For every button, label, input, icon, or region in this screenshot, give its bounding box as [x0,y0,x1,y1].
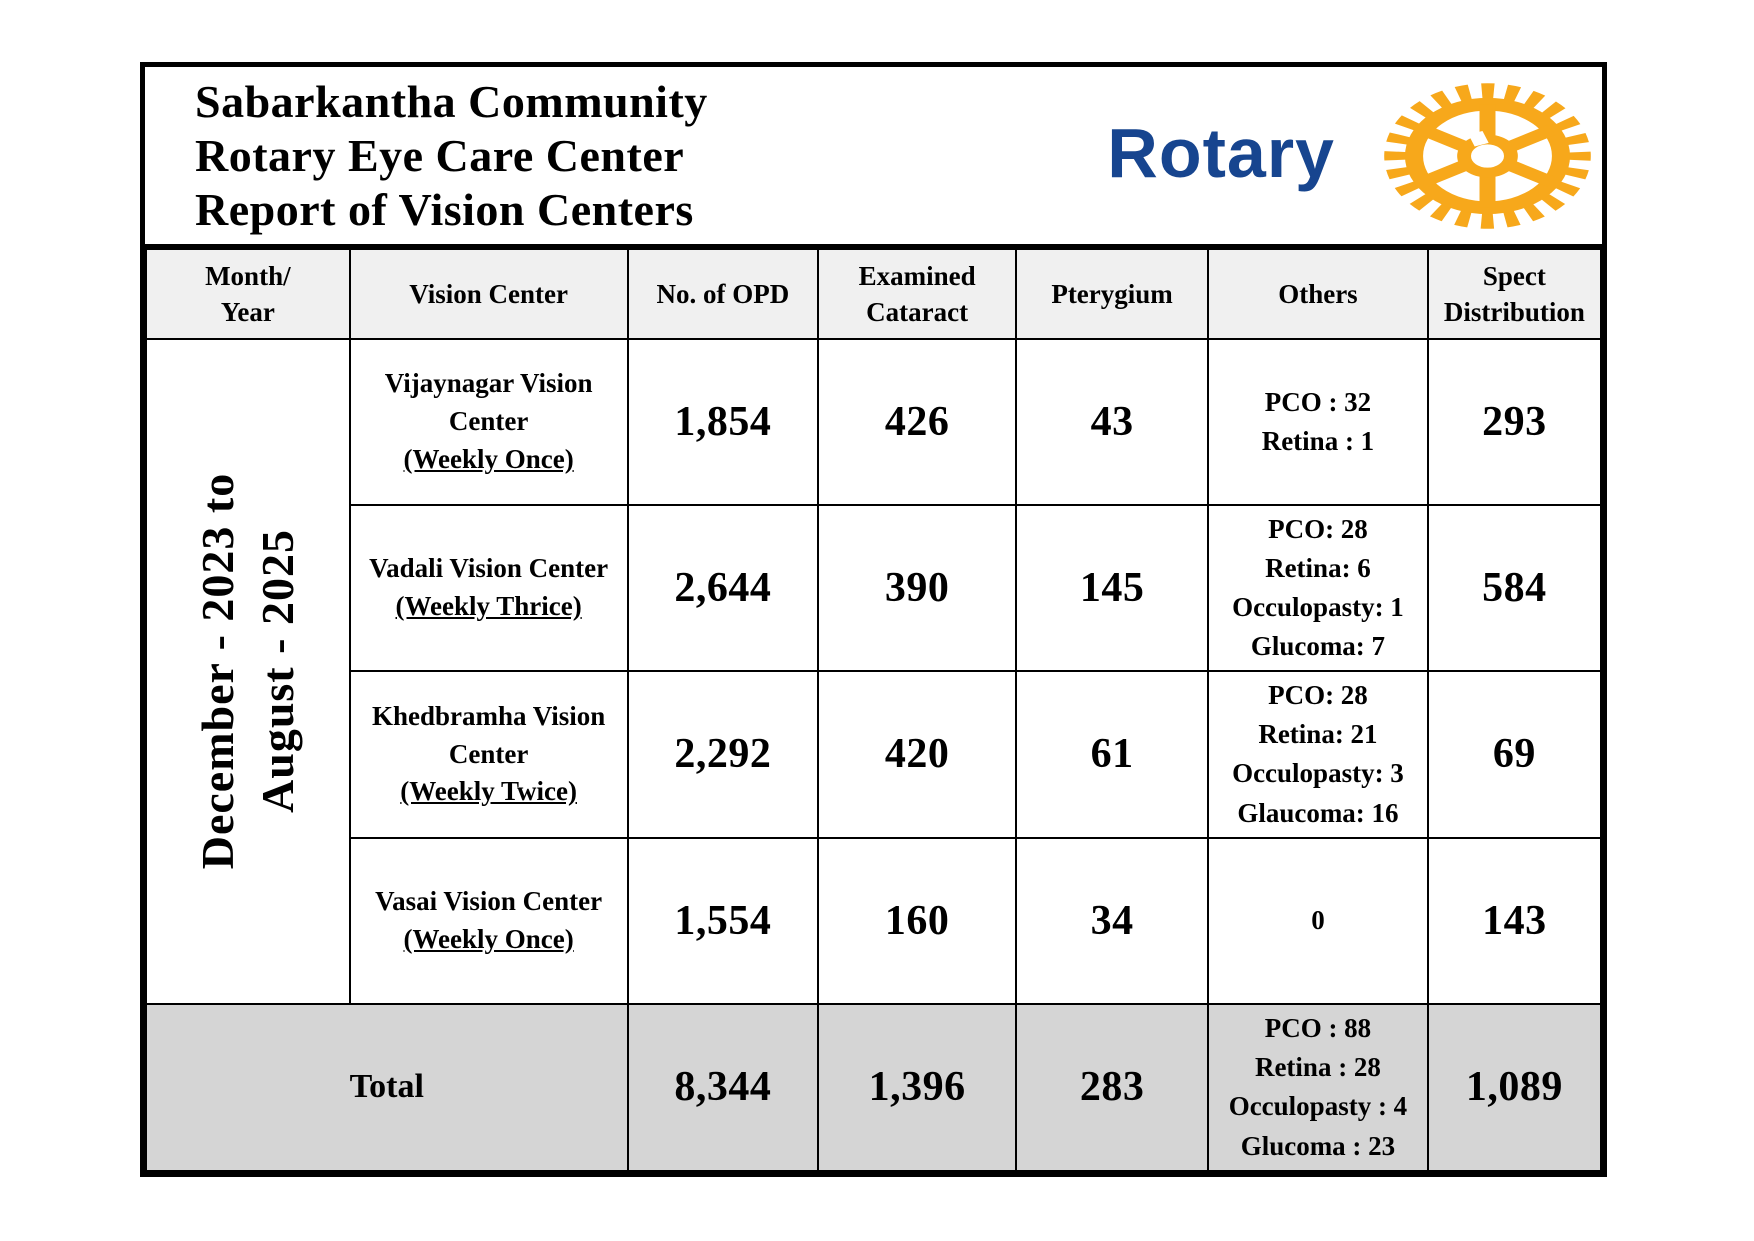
rotary-wheel-icon [1384,82,1591,229]
report-container: Sabarkantha Community Rotary Eye Care Ce… [140,62,1607,1177]
col-header-examined-cataract: Examined Cataract [817,248,1018,340]
vision-center-name: Vijaynagar Vision Center [384,368,593,437]
opd-value: 2,644 [626,504,820,673]
spect-distribution-value: 293 [1426,337,1603,507]
spect-distribution-value: 143 [1426,836,1603,1005]
others-value: 0 [1207,836,1429,1005]
rotary-wordmark: Rotary [1107,113,1335,192]
examined-cataract-value: 390 [817,504,1018,673]
others-value: PCO: 28 Retina: 21 Occulopasty: 3 Glauco… [1207,670,1429,839]
vision-center-cell: Vadali Vision Center (Weekly Thrice) [348,504,629,673]
header-row: Month/ Year Vision Center No. of OPD Exa… [145,248,1603,340]
col-header-month-year: Month/ Year [145,248,351,340]
vision-center-cell: Khedbramha Vision Center (Weekly Twice) [348,670,629,839]
total-others-value: PCO : 88 Retina : 28 Occulopasty : 4 Glu… [1207,1002,1429,1173]
table-row: Khedbramha Vision Center (Weekly Twice) … [146,670,1603,839]
pterygium-value: 34 [1015,836,1210,1005]
examined-cataract-value: 160 [817,836,1018,1005]
others-value: PCO: 28 Retina: 6 Occulopasty: 1 Glucoma… [1207,504,1429,673]
table-row: December - 2023 to August - 2025 Vijayna… [145,337,1603,1005]
report-table: Month/ Year Vision Center No. of OPD Exa… [145,248,1603,1173]
vision-center-schedule: (Weekly Once) [403,443,574,474]
spect-distribution-value: 584 [1426,504,1603,673]
vision-center-cell: Vijaynagar Vision Center (Weekly Once) [348,337,629,507]
vision-center-schedule: (Weekly Once) [403,923,574,954]
pterygium-value: 43 [1015,337,1210,507]
period-text: December - 2023 to August - 2025 [192,473,303,870]
col-header-spect-distribution: Spect Distribution [1426,248,1603,340]
total-opd-value: 8,344 [626,1002,820,1173]
col-header-opd: No. of OPD [626,248,820,340]
col-header-others: Others [1207,248,1429,340]
examined-cataract-value: 426 [817,337,1018,507]
table-row: Vadali Vision Center (Weekly Thrice) 2,6… [146,504,1603,673]
vision-center-cell: Vasai Vision Center (Weekly Once) [348,836,629,1005]
table-row: Vasai Vision Center (Weekly Once) 1,554 … [146,836,1603,1005]
title-band: Sabarkantha Community Rotary Eye Care Ce… [145,67,1602,248]
pterygium-value: 145 [1015,504,1210,673]
vision-center-schedule: (Weekly Thrice) [395,591,582,622]
total-label: Total [145,1002,629,1173]
total-pterygium-value: 283 [1015,1002,1210,1173]
report-title: Sabarkantha Community Rotary Eye Care Ce… [195,75,708,235]
vision-center-name: Vadali Vision Center [369,553,609,584]
period-cell: December - 2023 to August - 2025 [145,338,351,1005]
total-row: Total 8,344 1,396 283 PCO : 88 Retina : … [145,1002,1603,1173]
total-spect-distribution-value: 1,089 [1426,1002,1603,1173]
vision-center-name: Vasai Vision Center [375,885,603,916]
opd-value: 2,292 [626,670,820,839]
total-examined-cataract-value: 1,396 [817,1002,1018,1173]
rotary-logo: Rotary [1107,81,1596,231]
vision-center-schedule: (Weekly Twice) [400,776,577,807]
vision-center-name: Khedbramha Vision Center [371,700,606,769]
others-value: PCO : 32 Retina : 1 [1207,337,1429,507]
spect-distribution-value: 69 [1426,670,1603,839]
pterygium-value: 61 [1015,670,1210,839]
opd-value: 1,554 [626,836,820,1005]
opd-value: 1,854 [626,337,820,507]
examined-cataract-value: 420 [817,670,1018,839]
col-header-pterygium: Pterygium [1015,248,1210,340]
col-header-vision-center: Vision Center [348,248,629,340]
